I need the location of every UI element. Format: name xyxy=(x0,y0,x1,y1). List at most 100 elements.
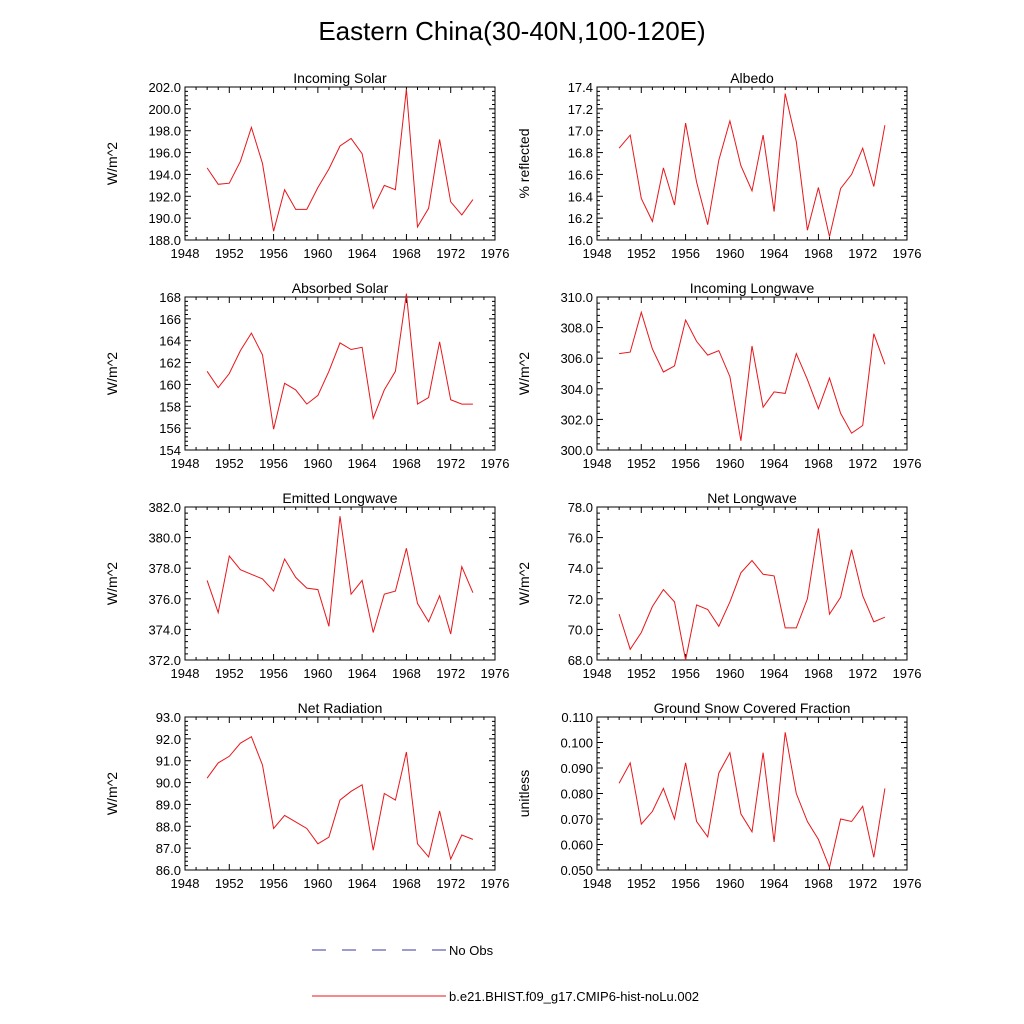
y-tick-label: 0.090 xyxy=(560,761,593,776)
x-tick-label: 1960 xyxy=(715,456,744,471)
y-tick-label: 168 xyxy=(159,290,181,305)
x-tick-label: 1976 xyxy=(481,456,510,471)
x-tick-label: 1948 xyxy=(583,666,612,681)
y-tick-label: 16.6 xyxy=(568,167,593,182)
y-tick-label: 86.0 xyxy=(156,863,181,878)
plot-frame xyxy=(184,296,496,451)
x-tick-label: 1952 xyxy=(215,246,244,261)
x-tick-label: 1956 xyxy=(671,876,700,891)
x-tick-label: 1948 xyxy=(583,246,612,261)
x-tick-label: 1952 xyxy=(627,246,656,261)
x-tick-label: 1956 xyxy=(259,246,288,261)
chart-panel-6: Net Radiation W/m^2 1948 1952 1956 1960 1964 19… xyxy=(104,700,509,891)
chart-panel-4: Emitted Longwave W/m^2 1948 1952 1956 1960 196… xyxy=(104,490,509,681)
y-tick-label: 17.0 xyxy=(568,124,593,139)
x-tick-label: 1960 xyxy=(715,246,744,261)
x-tick-label: 1964 xyxy=(760,246,789,261)
y-tick-label: 374.0 xyxy=(148,622,181,637)
y-tick-label: 0.100 xyxy=(560,736,593,751)
y-tick-label: 306.0 xyxy=(560,351,593,366)
y-axis-label: unitless xyxy=(516,770,532,817)
y-tick-label: 0.080 xyxy=(560,787,593,802)
panel-title: Ground Snow Covered Fraction xyxy=(654,700,851,716)
x-tick-label: 1964 xyxy=(760,876,789,891)
chart-panel-2: Absorbed Solar W/m^2 1948 1952 1956 1960 1964 1… xyxy=(104,280,509,471)
x-tick-label: 1952 xyxy=(215,666,244,681)
series-line xyxy=(206,516,474,635)
panel-title: Net Radiation xyxy=(298,700,383,716)
x-tick-label: 1948 xyxy=(171,456,200,471)
y-tick-label: 17.2 xyxy=(568,102,593,117)
x-tick-label: 1972 xyxy=(848,876,877,891)
y-tick-label: 192.0 xyxy=(148,189,181,204)
x-tick-label: 1956 xyxy=(671,666,700,681)
legend: No Obs b.e21.BHIST.f09_g17.CMIP6-hist-no… xyxy=(312,943,699,1004)
x-tick-label: 1976 xyxy=(893,666,922,681)
x-tick-label: 1960 xyxy=(303,456,332,471)
x-tick-label: 1968 xyxy=(804,246,833,261)
y-tick-label: 154 xyxy=(159,443,181,458)
x-tick-label: 1956 xyxy=(259,456,288,471)
chart-panel-0: Incoming Solar W/m^2 1948 1952 1956 1960 1964 1… xyxy=(104,70,509,261)
y-tick-label: 91.0 xyxy=(156,754,181,769)
y-tick-label: 196.0 xyxy=(148,146,181,161)
y-tick-label: 16.0 xyxy=(568,233,593,248)
x-tick-label: 1956 xyxy=(671,246,700,261)
y-tick-label: 70.0 xyxy=(568,622,593,637)
y-axis-label: W/m^2 xyxy=(104,352,120,395)
y-axis-label: W/m^2 xyxy=(104,772,120,815)
x-tick-label: 1964 xyxy=(348,876,377,891)
panel-title: Incoming Solar xyxy=(293,70,387,86)
x-tick-label: 1960 xyxy=(303,876,332,891)
series-line xyxy=(618,93,886,237)
legend-label-no-obs: No Obs xyxy=(449,943,494,958)
y-tick-label: 376.0 xyxy=(148,592,181,607)
x-tick-label: 1976 xyxy=(481,876,510,891)
y-tick-label: 200.0 xyxy=(148,102,181,117)
y-tick-label: 17.4 xyxy=(568,80,593,95)
x-tick-label: 1964 xyxy=(348,246,377,261)
plot-frame xyxy=(596,506,908,661)
legend-label-model: b.e21.BHIST.f09_g17.CMIP6-hist-noLu.002 xyxy=(449,989,699,1004)
x-tick-label: 1968 xyxy=(804,876,833,891)
y-tick-label: 16.8 xyxy=(568,146,593,161)
y-tick-label: 380.0 xyxy=(148,531,181,546)
x-tick-label: 1972 xyxy=(436,456,465,471)
x-tick-label: 1972 xyxy=(436,246,465,261)
y-tick-label: 78.0 xyxy=(568,500,593,515)
y-tick-label: 92.0 xyxy=(156,732,181,747)
y-tick-label: 156 xyxy=(159,421,181,436)
y-axis-label: % reflected xyxy=(516,128,532,198)
plot-frame xyxy=(596,86,908,241)
y-tick-label: 188.0 xyxy=(148,233,181,248)
chart-panel-5: Net Longwave W/m^2 1948 1952 1956 1960 1964 196… xyxy=(516,490,921,681)
plot-frame xyxy=(184,716,496,871)
plot-frame xyxy=(184,506,496,661)
x-tick-label: 1964 xyxy=(348,456,377,471)
x-tick-label: 1952 xyxy=(215,876,244,891)
y-axis-label: W/m^2 xyxy=(516,562,532,605)
x-tick-label: 1960 xyxy=(303,246,332,261)
x-tick-label: 1948 xyxy=(583,876,612,891)
y-tick-label: 68.0 xyxy=(568,653,593,668)
x-tick-label: 1960 xyxy=(715,876,744,891)
x-tick-label: 1956 xyxy=(259,666,288,681)
y-tick-label: 160 xyxy=(159,377,181,392)
plot-frame xyxy=(184,86,496,241)
x-tick-label: 1960 xyxy=(715,666,744,681)
y-tick-label: 16.2 xyxy=(568,211,593,226)
y-tick-label: 164 xyxy=(159,334,181,349)
x-tick-label: 1968 xyxy=(804,666,833,681)
x-tick-label: 1976 xyxy=(893,456,922,471)
x-tick-label: 1948 xyxy=(171,246,200,261)
panel-title: Incoming Longwave xyxy=(690,280,815,296)
x-tick-label: 1952 xyxy=(627,876,656,891)
y-tick-label: 93.0 xyxy=(156,710,181,725)
panels: Incoming Solar W/m^2 1948 1952 1956 1960 1964 1… xyxy=(104,70,921,891)
chart-panel-1: Albedo % reflected 1948 1952 1956 1960 1964 196… xyxy=(516,70,921,261)
panel-title: Net Longwave xyxy=(707,490,797,506)
y-tick-label: 310.0 xyxy=(560,290,593,305)
x-tick-label: 1972 xyxy=(848,456,877,471)
y-tick-label: 87.0 xyxy=(156,841,181,856)
plot-frame xyxy=(596,716,908,871)
